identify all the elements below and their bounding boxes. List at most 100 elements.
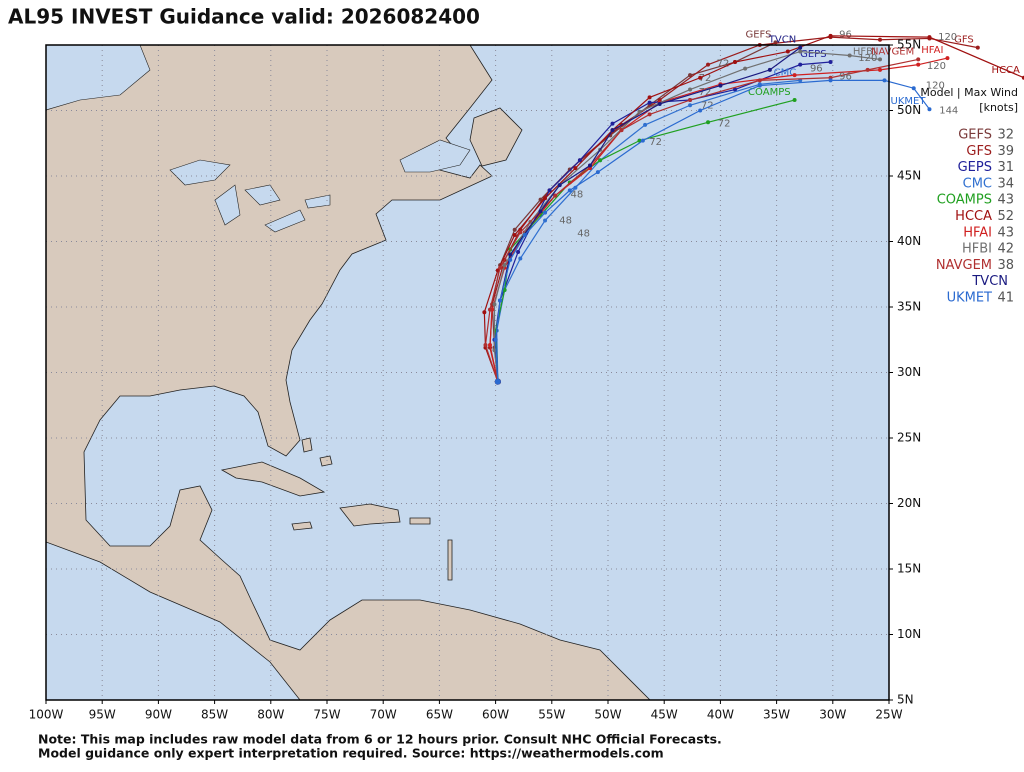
x-tick-label: 45W bbox=[651, 708, 678, 722]
y-tick-label: 5N bbox=[897, 693, 914, 707]
legend-name: CMC bbox=[963, 176, 992, 191]
y-tick-label: 30N bbox=[897, 365, 921, 379]
y-tick-label: 15N bbox=[897, 562, 921, 576]
legend-units: [knots] bbox=[979, 101, 1018, 114]
land bbox=[46, 45, 651, 700]
track-point bbox=[640, 138, 645, 143]
y-tick-label: 40N bbox=[897, 234, 921, 248]
y-tick-label: 25N bbox=[897, 431, 921, 445]
legend-name: NAVGEM bbox=[936, 258, 992, 273]
legend-header: Model | Max Wind bbox=[920, 86, 1018, 99]
track-point bbox=[792, 98, 797, 103]
legend-value: 52 bbox=[997, 209, 1014, 224]
x-tick-label: 60W bbox=[482, 708, 509, 722]
track-point bbox=[543, 218, 548, 223]
track-point bbox=[516, 249, 521, 254]
track-point bbox=[595, 170, 600, 175]
x-tick-label: 35W bbox=[763, 708, 790, 722]
track-point bbox=[610, 128, 615, 133]
gulf-of-st-lawrence bbox=[399, 139, 471, 173]
track-point bbox=[610, 121, 615, 126]
track-point bbox=[718, 83, 723, 88]
track-point bbox=[1021, 75, 1024, 80]
track-point bbox=[927, 35, 932, 40]
track-point bbox=[498, 265, 503, 270]
hour-label: 72 bbox=[701, 100, 714, 111]
hour-label: 120 bbox=[938, 32, 957, 43]
legend-name: TVCN bbox=[971, 274, 1008, 289]
track-point bbox=[733, 87, 738, 92]
x-tick-label: 100W bbox=[29, 708, 64, 722]
legend-name: GEFS bbox=[958, 128, 992, 143]
track-point bbox=[567, 167, 572, 172]
track-point bbox=[828, 33, 833, 38]
x-tick-label: 30W bbox=[819, 708, 846, 722]
track-point bbox=[512, 232, 517, 237]
track-point bbox=[643, 122, 648, 127]
legend-value: 41 bbox=[997, 291, 1014, 306]
y-tick-label: 20N bbox=[897, 496, 921, 510]
track-point bbox=[828, 60, 833, 65]
track-point bbox=[502, 287, 507, 292]
hour-label: 120 bbox=[927, 61, 946, 72]
track-name: HCCA bbox=[992, 65, 1020, 76]
hour-label: 96 bbox=[839, 71, 852, 82]
hour-label: 120 bbox=[858, 53, 877, 64]
y-tick-label: 50N bbox=[897, 103, 921, 117]
legend-value: 31 bbox=[997, 160, 1014, 175]
legend-name: GEPS bbox=[958, 160, 992, 175]
track-point bbox=[706, 120, 711, 125]
track-point bbox=[483, 342, 488, 347]
x-tick-label: 40W bbox=[707, 708, 734, 722]
track-point bbox=[927, 107, 932, 112]
north-and-south-america bbox=[46, 45, 651, 700]
track-name: NAVGEM bbox=[871, 46, 914, 57]
track-point bbox=[492, 302, 497, 307]
legend-value: 34 bbox=[997, 176, 1014, 191]
track-name: COAMPS bbox=[748, 87, 791, 98]
track-point bbox=[975, 45, 980, 50]
islands bbox=[291, 437, 453, 581]
hour-label: 120 bbox=[926, 81, 945, 92]
track-point bbox=[512, 227, 517, 232]
tracks: 72 GEFS 96 72 GFS 96 GEPS 48 CMC 72 72 COAMPS 144 120… bbox=[482, 29, 1024, 385]
track-point bbox=[706, 62, 711, 67]
track-point bbox=[518, 256, 523, 261]
x-tick-label: 95W bbox=[89, 708, 116, 722]
hour-label: 96 bbox=[839, 30, 852, 41]
track-point bbox=[647, 112, 652, 117]
track-point bbox=[757, 83, 762, 88]
track-point bbox=[543, 196, 548, 201]
track-name: GEPS bbox=[800, 49, 826, 60]
track-point bbox=[865, 67, 870, 72]
x-tick-label: 80W bbox=[257, 708, 284, 722]
hispaniola bbox=[339, 503, 401, 527]
track-point bbox=[557, 183, 562, 188]
track-point bbox=[493, 337, 498, 342]
legend-value: 39 bbox=[997, 144, 1014, 159]
track-point bbox=[637, 109, 642, 114]
track-point bbox=[878, 57, 883, 62]
legend-name: HFAI bbox=[963, 225, 992, 240]
legend-name: HFBI bbox=[962, 242, 992, 257]
hour-label: 144 bbox=[939, 106, 958, 117]
track-point bbox=[518, 230, 523, 235]
track-name: TVCN bbox=[768, 35, 796, 46]
track-point bbox=[538, 209, 543, 214]
track-point bbox=[688, 103, 693, 108]
track-point bbox=[767, 67, 772, 72]
track-point bbox=[828, 78, 833, 83]
track-point bbox=[792, 73, 797, 78]
track-point bbox=[482, 310, 487, 315]
track-point bbox=[911, 86, 916, 91]
track-point bbox=[492, 348, 497, 353]
legend-name: GFS bbox=[966, 144, 992, 159]
hour-label: 48 bbox=[559, 216, 572, 227]
track-point bbox=[688, 87, 693, 92]
track-point bbox=[522, 232, 527, 237]
legend-value: 32 bbox=[997, 128, 1014, 143]
track-line bbox=[494, 99, 795, 382]
hour-label: 96 bbox=[810, 64, 823, 75]
track-point bbox=[647, 95, 652, 100]
